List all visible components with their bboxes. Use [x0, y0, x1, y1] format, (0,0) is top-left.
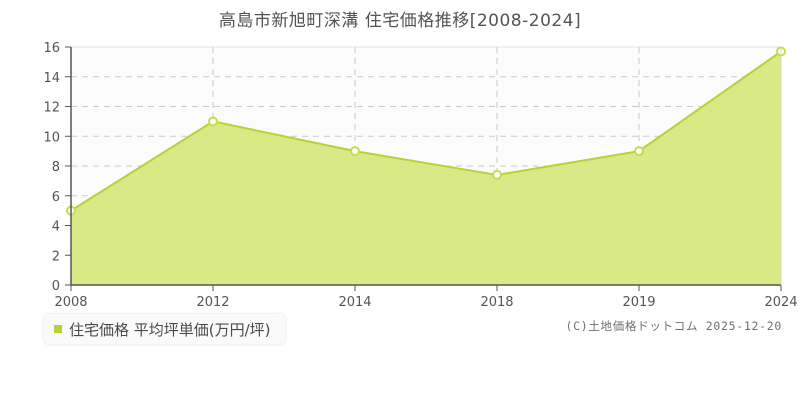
- x-axis-tick-label: 2008: [54, 295, 87, 310]
- y-axis-tick-label: 4: [52, 220, 60, 235]
- legend-color-swatch: [54, 325, 62, 333]
- y-axis-tick-label: 16: [43, 41, 60, 56]
- y-axis-tick-label: 0: [52, 279, 60, 294]
- x-axis-tick-label: 2019: [622, 295, 655, 310]
- x-axis-tick-label: 2014: [338, 295, 371, 310]
- series-line: [70, 50, 782, 212]
- x-axis-tick-label: 2012: [196, 295, 229, 310]
- legend-series-label: 住宅価格 平均坪単価(万円/坪): [69, 320, 271, 339]
- series-area-fill: [71, 51, 781, 286]
- data-point-marker[interactable]: [208, 116, 218, 127]
- y-axis-tick-label: 12: [43, 101, 60, 116]
- y-axis-tick-label: 6: [52, 190, 60, 205]
- footer-credit: (C)土地価格ドットコム 2025-12-20: [565, 319, 782, 333]
- data-point-marker[interactable]: [492, 169, 502, 180]
- y-axis-tick-label: 2: [52, 249, 60, 264]
- chart-legend[interactable]: 住宅価格 平均坪単価(万円/坪): [44, 314, 285, 344]
- data-point-marker[interactable]: [350, 146, 360, 157]
- y-axis-tick-label: 8: [52, 160, 60, 175]
- y-axis-tick-label: 10: [43, 130, 60, 145]
- y-axis-tick-label: 14: [43, 71, 60, 86]
- x-axis-tick-label: 2024: [764, 295, 797, 310]
- chart-title: 高島市新旭町深溝 住宅価格推移[2008-2024]: [218, 11, 582, 31]
- data-point-marker[interactable]: [634, 146, 644, 157]
- x-axis-tick-label: 2018: [480, 295, 513, 310]
